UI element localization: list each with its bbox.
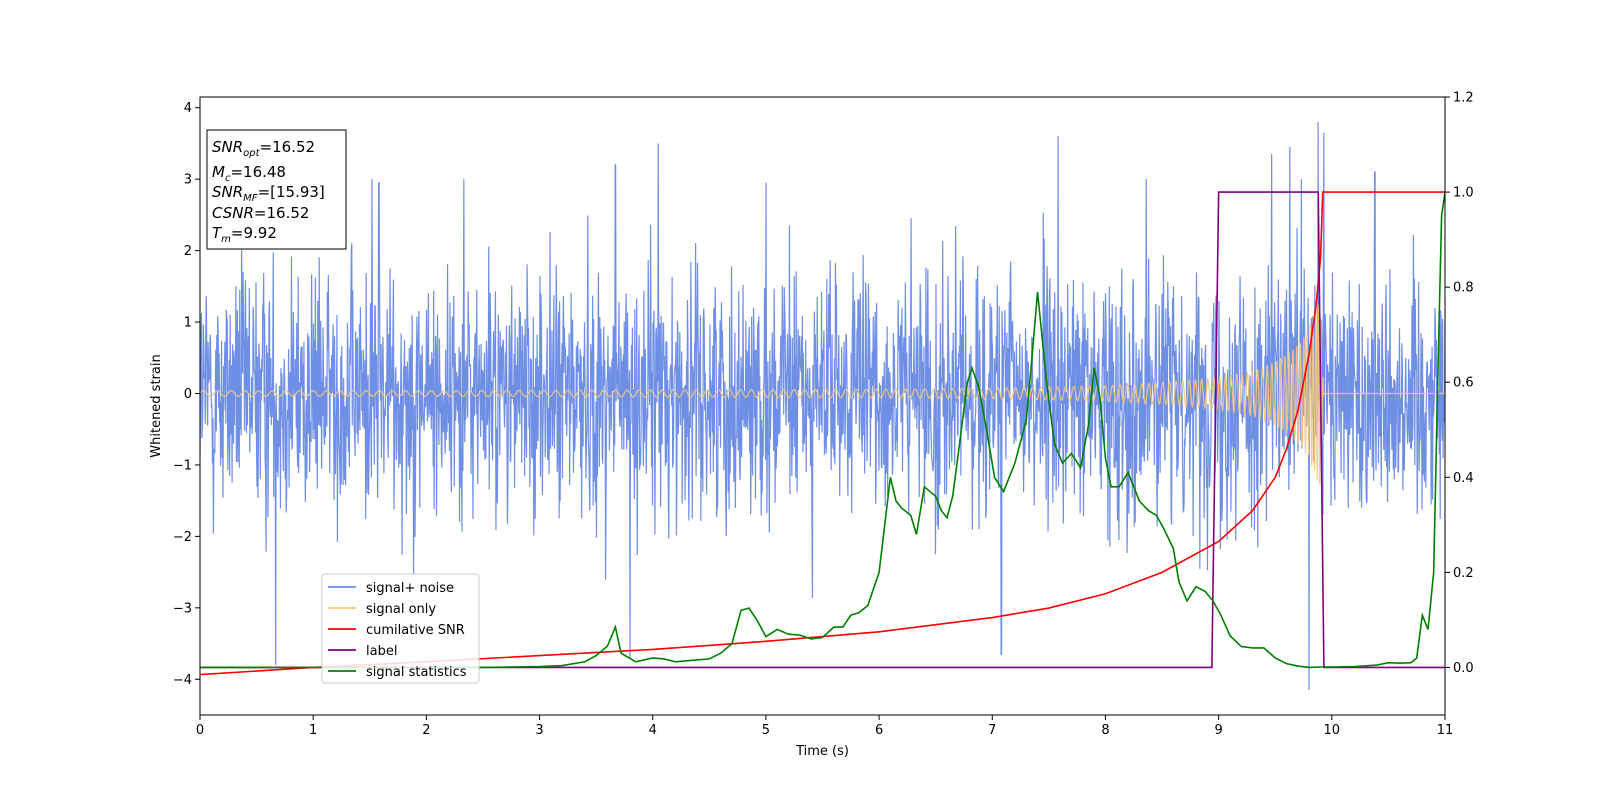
x-tick-label: 8	[1101, 723, 1109, 738]
y-left-tick-label: −1	[173, 458, 192, 473]
series-signal-statistics	[200, 191, 1445, 669]
x-tick-label: 4	[649, 723, 657, 738]
info-csnr: CSNR=16.52	[212, 204, 309, 222]
info-box-frame	[206, 129, 347, 250]
legend: signal+ noise signal only cumilative SNR la…	[321, 573, 480, 684]
legend-label: cumilative SNR	[366, 623, 465, 638]
y-right-tick-label: 0.4	[1453, 471, 1474, 486]
x-tick-label: 2	[422, 723, 430, 738]
info-merger-time: Tm=9.92	[212, 224, 277, 245]
x-tick-label: 7	[988, 723, 996, 738]
y-left-tick-label: 3	[184, 173, 192, 188]
series-cumilative-snr	[200, 191, 1445, 676]
info-chirp-mass: Mc=16.48	[212, 163, 286, 184]
y-right-tick-label: 0.8	[1453, 281, 1474, 296]
legend-label: signal+ noise	[366, 581, 454, 596]
y-axis-label: Whitened strain	[149, 354, 164, 457]
x-axis-label: Time (s)	[795, 744, 849, 759]
x-tick-label: 0	[196, 723, 204, 738]
y-right-tick-label: 0.2	[1453, 566, 1474, 581]
x-tick-label: 5	[762, 723, 770, 738]
y-left-tick-label: 0	[184, 387, 192, 402]
y-right-tick-label: 0.0	[1453, 661, 1474, 676]
legend-label: label	[366, 644, 397, 659]
legend-label: signal only	[366, 602, 436, 617]
x-tick-label: 3	[535, 723, 543, 738]
y-right-tick-label: 1.2	[1453, 91, 1474, 106]
info-snr-mf: SNRMF=[15.93]	[212, 183, 325, 204]
plot-area	[200, 122, 1445, 690]
y-left-tick-label: 1	[184, 316, 192, 331]
info-box: SNRopt=16.52 Mc=16.48 SNRMF=[15.93] CSNR…	[206, 129, 347, 250]
y-left-tick-label: 2	[184, 244, 192, 259]
info-snr-opt: SNRopt=16.52	[212, 138, 315, 159]
y-axis-right: 0.0 0.2 0.4 0.6 0.8 1.0 1.2	[1445, 91, 1474, 676]
x-tick-label: 9	[1214, 723, 1222, 738]
y-left-tick-label: −4	[173, 673, 192, 688]
legend-label: signal statistics	[366, 665, 467, 680]
legend-frame	[321, 573, 480, 684]
y-left-tick-label: −2	[173, 530, 192, 545]
x-tick-label: 10	[1324, 723, 1341, 738]
x-tick-label: 6	[875, 723, 883, 738]
series-signal-only	[200, 304, 1445, 485]
x-tick-label: 1	[309, 723, 317, 738]
x-tick-label: 11	[1437, 723, 1454, 738]
y-left-tick-label: 4	[184, 101, 192, 116]
series-signal-noise	[200, 122, 1445, 690]
x-axis: 0 1 2 3 4 5 6 7 8 9 10 11	[196, 715, 1453, 738]
y-right-tick-label: 1.0	[1453, 186, 1474, 201]
y-left-tick-label: −3	[173, 601, 192, 616]
plot-frame	[199, 96, 1446, 716]
y-right-tick-label: 0.6	[1453, 376, 1474, 391]
y-axis-left: −4 −3 −2 −1 0 1 2 3 4	[173, 101, 200, 688]
